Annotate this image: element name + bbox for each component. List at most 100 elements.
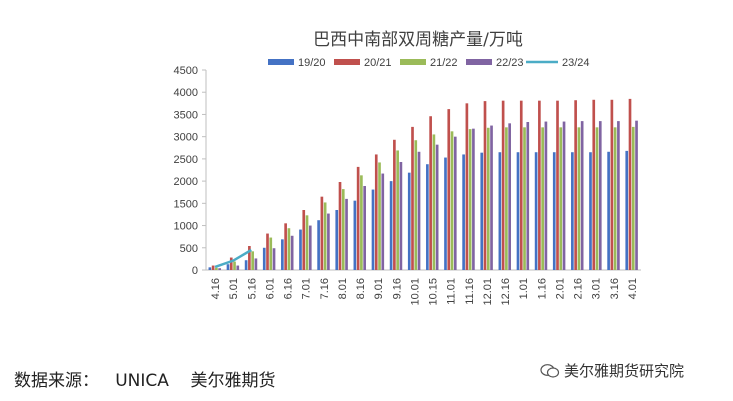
bar: [580, 121, 584, 270]
bar: [516, 152, 520, 270]
bar: [610, 99, 614, 271]
bar: [501, 100, 505, 271]
bar: [429, 116, 432, 270]
legend: 19/20 20/21 21/22 22/23 23/24: [268, 57, 590, 69]
bar: [381, 173, 385, 270]
bar: [589, 152, 592, 270]
bar: [465, 103, 469, 270]
bar: [598, 121, 602, 270]
bar: [345, 198, 348, 270]
bars: [208, 98, 638, 271]
bar: [353, 200, 357, 270]
x-tick-label: 9.16: [391, 278, 403, 299]
bar: [272, 248, 276, 270]
bar: [592, 99, 596, 271]
bar: [338, 182, 342, 270]
y-tick-label: 500: [180, 243, 198, 255]
bar: [414, 140, 418, 270]
y-tick-label: 2500: [174, 154, 198, 166]
bar: [595, 127, 599, 270]
bar: [269, 237, 273, 270]
legend-label: 19/20: [298, 57, 326, 69]
bar: [302, 210, 306, 270]
bar: [218, 268, 221, 270]
bar: [229, 257, 233, 270]
bar: [486, 127, 490, 271]
bar: [538, 100, 541, 271]
x-tick-label: 6.01: [264, 278, 276, 299]
bar: [432, 134, 436, 270]
legend-label: 21/22: [430, 57, 458, 69]
bar: [308, 225, 312, 270]
x-tick-label: 5.16: [246, 278, 258, 299]
bar: [393, 139, 396, 270]
x-tick-label: 11.01: [446, 278, 458, 305]
bar: [305, 215, 309, 270]
bar: [341, 189, 345, 270]
bar: [323, 202, 327, 270]
x-tick-label: 5.01: [228, 278, 240, 299]
bar: [426, 164, 429, 270]
bar: [480, 152, 484, 270]
bar: [544, 121, 548, 270]
bar: [552, 152, 556, 270]
bar: [628, 98, 632, 270]
bar: [371, 189, 375, 270]
bar: [462, 154, 465, 270]
watermark: 美尔雅期货研究院: [540, 360, 684, 381]
y-tick-label: 2000: [174, 176, 198, 188]
bar: [526, 122, 530, 270]
bar: [378, 162, 381, 270]
x-tick-label: 8.16: [355, 278, 367, 299]
bar: [571, 152, 574, 270]
bar: [556, 100, 559, 271]
bar: [562, 121, 566, 270]
bar: [635, 120, 638, 271]
bar: [577, 127, 581, 270]
bar: [215, 267, 218, 270]
legend-swatch: [334, 59, 360, 65]
legend-label: 22/23: [496, 57, 524, 69]
bar: [248, 246, 251, 270]
bar: [483, 101, 487, 270]
bar: [453, 136, 457, 270]
x-tick-label: 10.15: [428, 278, 440, 306]
bar: [508, 123, 511, 270]
bar: [327, 213, 330, 270]
x-tick-label: 7.01: [301, 278, 313, 299]
bar: [363, 186, 366, 270]
x-tick-label: 8.01: [337, 278, 349, 299]
bar: [523, 127, 526, 270]
x-tick-label: 3.16: [609, 278, 621, 299]
bar: [290, 235, 294, 270]
bar: [226, 264, 230, 270]
bar: [607, 151, 610, 270]
bar: [211, 265, 215, 270]
bar: [534, 152, 538, 270]
bar: [317, 220, 320, 270]
x-tick-label: 10.01: [409, 278, 421, 306]
bar: [287, 228, 291, 270]
bar: [625, 150, 629, 270]
x-tick-label: 3.01: [591, 278, 603, 299]
bar: [320, 196, 324, 270]
bar: [356, 166, 360, 270]
bar: [613, 127, 617, 270]
y-tick-label: 4000: [174, 87, 198, 99]
y-tick-label: 0: [192, 265, 198, 277]
bar: [417, 151, 421, 270]
legend-swatch: [466, 59, 492, 65]
legend-swatch: [400, 59, 426, 65]
lines: [214, 248, 252, 269]
bar: [559, 127, 563, 270]
axes: 0 500 1000 1500 2000 2500 3000 3500 4000 4500 4.16…: [174, 65, 641, 306]
x-tick-label: 4.16: [210, 278, 222, 299]
series-line: [214, 248, 252, 269]
chart-title: 巴西中南部双周糖产量/万吨: [313, 30, 523, 50]
x-tick-label: 2.16: [573, 278, 585, 299]
bar: [266, 233, 269, 270]
bar: [444, 157, 447, 270]
bar: [244, 260, 248, 270]
x-tick-label: 4.01: [627, 278, 639, 299]
bar: [447, 109, 451, 270]
